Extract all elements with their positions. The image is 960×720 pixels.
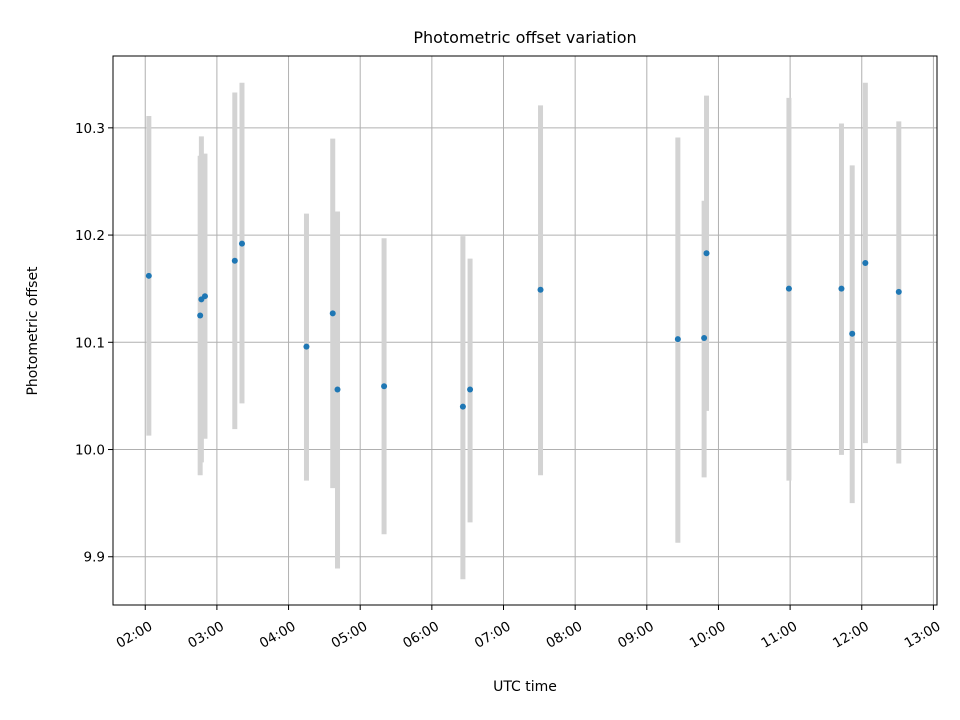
x-tick-label: 10:00 [687, 618, 729, 651]
data-point [231, 257, 238, 264]
y-tick-label: 10.2 [75, 228, 105, 244]
data-point [303, 343, 310, 350]
point-layer [145, 240, 902, 410]
data-point [895, 288, 902, 295]
x-axis-label: UTC time [493, 679, 557, 695]
data-point [701, 335, 708, 342]
x-tick-label: 04:00 [257, 618, 299, 651]
x-tick-label: 11:00 [758, 618, 800, 651]
data-point [467, 386, 474, 393]
x-tick-label: 08:00 [544, 618, 586, 651]
data-point [238, 240, 245, 247]
chart-title: Photometric offset variation [413, 28, 636, 47]
x-tick-label: 09:00 [615, 618, 657, 651]
x-tick-label: 02:00 [114, 618, 156, 651]
y-axis-ticks: 9.9 10.0 10.1 10.2 10.3 [75, 121, 113, 566]
errorbar-layer [146, 82, 902, 580]
data-point [785, 285, 792, 292]
x-tick-label: 12:00 [830, 618, 872, 651]
data-point [674, 336, 681, 343]
x-axis-ticks: 02:00 03:00 04:00 05:00 06:00 07:00 08:00 09:00… [114, 605, 944, 652]
data-point [381, 383, 388, 390]
data-point [537, 286, 544, 293]
y-tick-label: 9.9 [84, 550, 105, 566]
data-point [201, 293, 208, 300]
data-point [849, 330, 856, 337]
data-point [334, 386, 341, 393]
y-tick-label: 10.1 [75, 335, 105, 351]
data-point [329, 310, 336, 317]
x-tick-label: 06:00 [400, 618, 442, 651]
data-point [459, 403, 466, 410]
data-point [838, 285, 845, 292]
x-tick-label: 03:00 [185, 618, 227, 651]
y-tick-label: 10.0 [75, 443, 105, 459]
grid-layer [113, 56, 937, 605]
data-point [145, 272, 152, 279]
x-tick-label: 13:00 [902, 618, 944, 651]
y-axis-label: Photometric offset [25, 266, 41, 396]
data-point [703, 250, 710, 257]
data-point [862, 259, 869, 266]
data-point [197, 312, 204, 319]
plot-frame [112, 55, 938, 606]
x-tick-label: 07:00 [472, 618, 514, 651]
x-tick-label: 05:00 [329, 618, 371, 651]
y-tick-label: 10.3 [75, 121, 105, 137]
